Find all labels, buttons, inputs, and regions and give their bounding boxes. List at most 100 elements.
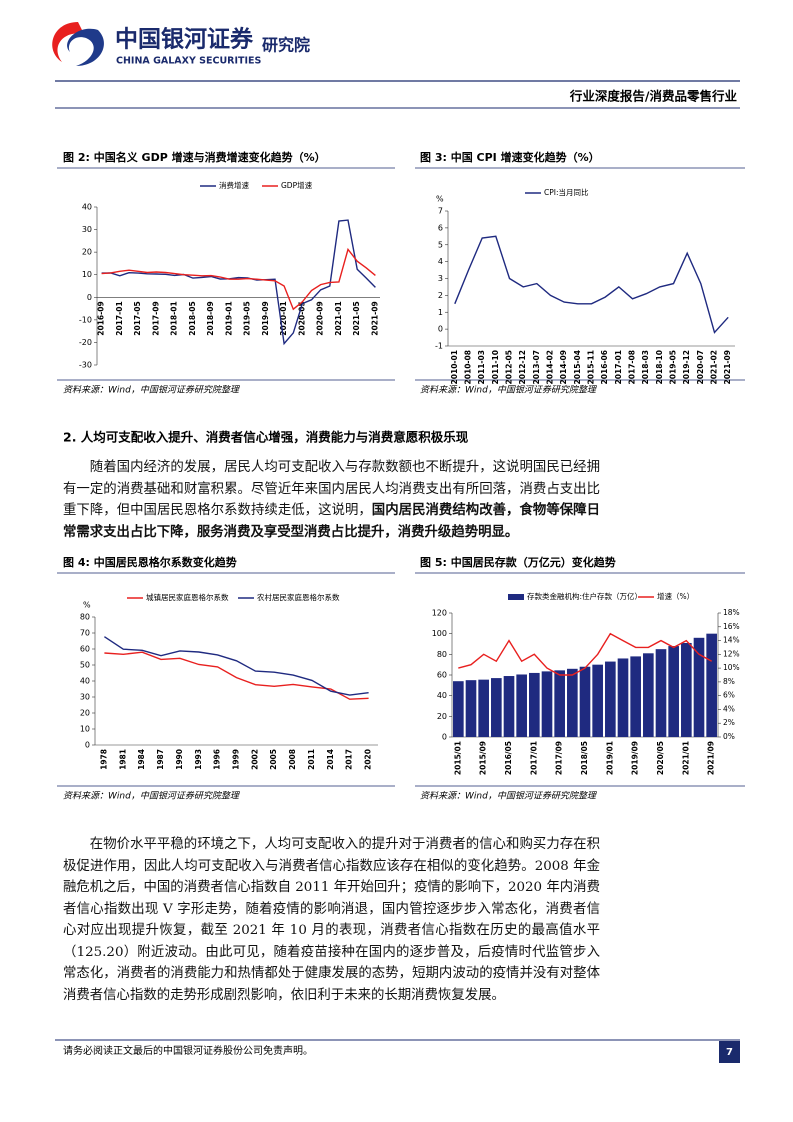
- y2-tick-label: 10%: [723, 663, 740, 672]
- x-tick-label: 2010-01: [450, 350, 459, 384]
- logo-blue: [67, 28, 104, 66]
- x-tick-label: 2021-09: [723, 350, 732, 384]
- y2-tick-label: 12%: [723, 649, 740, 658]
- line-series: [104, 651, 369, 700]
- x-tick-label: 2019-01: [224, 301, 233, 335]
- bar: [554, 670, 565, 737]
- paragraph-1: 随着国内经济的发展，居民人均可支配收入与存款数额也不断提升，这说明国民已经拥有一…: [63, 457, 600, 543]
- x-tick-label: 2019-05: [669, 350, 678, 384]
- y-tick-label: 100: [432, 629, 447, 638]
- y-tick-label: 3: [438, 274, 443, 283]
- x-tick-label: 2010-08: [464, 350, 473, 384]
- x-tick-label: 2014: [326, 749, 335, 770]
- x-tick-label: 2016-06: [600, 350, 609, 384]
- line-series: [101, 219, 376, 346]
- x-tick-label: 2017: [345, 749, 354, 770]
- bar: [617, 658, 629, 737]
- page-number: 7: [726, 1047, 733, 1058]
- x-tick-label: 2021-09: [370, 301, 379, 335]
- y-tick-label: 5: [438, 240, 443, 249]
- x-tick-label: 2019-12: [682, 350, 691, 384]
- legend-label: 农村居民家庭恩格尔系数: [257, 592, 340, 602]
- y-tick-label: 1: [438, 308, 443, 317]
- x-tick-label: 2021-02: [710, 350, 719, 384]
- x-tick-label: 2019/01: [605, 741, 614, 775]
- bar: [491, 678, 502, 737]
- bar: [643, 653, 654, 737]
- bar: [465, 680, 477, 737]
- bar: [592, 664, 603, 737]
- x-tick-label: 2016-09: [97, 301, 106, 335]
- x-tick-label: 1999: [232, 749, 241, 770]
- y-tick-label: 4: [438, 257, 443, 266]
- y-tick-label: 40: [80, 677, 90, 686]
- y-tick-label: 80: [80, 613, 90, 622]
- x-tick-label: 2005: [269, 749, 278, 770]
- y2-tick-label: 0%: [723, 732, 735, 741]
- figure-source: 资料来源：Wind，中国银河证券研究院整理: [420, 791, 598, 802]
- bar: [453, 681, 464, 737]
- logo-en: CHINA GALAXY SECURITIES: [116, 56, 262, 67]
- x-tick-label: 2021-01: [334, 301, 343, 335]
- x-tick-label: 2013-07: [532, 350, 541, 384]
- bar: [529, 672, 540, 737]
- line-series: [104, 636, 369, 696]
- x-tick-label: 2015/01: [453, 741, 462, 775]
- y2-tick-label: 4%: [723, 704, 735, 713]
- y-tick-label: 20: [82, 248, 92, 257]
- y-tick-label: 30: [82, 225, 92, 234]
- x-tick-label: 2018/05: [580, 741, 589, 775]
- bar: [681, 642, 692, 737]
- x-tick-label: 2015/09: [479, 741, 488, 775]
- x-tick-label: 1996: [213, 749, 222, 770]
- x-tick-label: 2018-10: [655, 350, 664, 384]
- logo-cn: 中国银河证券: [115, 26, 254, 53]
- bar: [579, 666, 591, 737]
- paragraph-2: 在物价水平平稳的环境之下，人均可支配收入的提升对于消费者的信心和购买力存在积极促…: [63, 837, 600, 1003]
- x-tick-label: 2021/01: [681, 741, 690, 775]
- x-tick-label: 2011: [307, 749, 316, 770]
- y2-tick-label: 16%: [723, 622, 740, 631]
- bar: [503, 676, 515, 737]
- x-tick-label: 2020: [364, 749, 373, 770]
- x-tick-label: 2014-09: [559, 350, 568, 384]
- x-tick-label: 2017-01: [614, 350, 623, 384]
- x-tick-label: 2011-10: [491, 350, 500, 384]
- x-tick-label: 2012-05: [505, 350, 514, 384]
- legend-label: GDP增速: [281, 180, 313, 190]
- x-tick-label: 2019-05: [243, 301, 252, 335]
- x-tick-label: 2008: [288, 749, 297, 770]
- y-tick-label: 60: [80, 645, 90, 654]
- y-tick-label: 2: [438, 291, 443, 300]
- x-tick-label: 2020/05: [656, 741, 665, 775]
- legend-label: 存款类金融机构:住户存款（万亿）: [527, 591, 642, 601]
- x-tick-label: 2011-03: [477, 350, 486, 384]
- y-axis-label: %: [83, 601, 91, 610]
- y-tick-label: -30: [79, 361, 92, 370]
- bar: [668, 646, 679, 737]
- x-tick-label: 2017-01: [115, 301, 124, 335]
- figure-source: 资料来源：Wind，中国银河证券研究院整理: [63, 791, 241, 802]
- text-run: 随着国内经济的发展，居民人均可支配收入与存款数额也不断提升，这说明国民已经拥有一…: [63, 460, 600, 518]
- y-tick-label: 60: [437, 671, 447, 680]
- x-tick-label: 1987: [156, 749, 165, 770]
- y-tick-label: 0: [85, 741, 90, 750]
- line-series: [458, 632, 713, 676]
- x-tick-label: 1978: [99, 749, 108, 770]
- line-series: [454, 235, 729, 334]
- figure-title: 图 3: 中国 CPI 增速变化趋势（%）: [420, 150, 600, 164]
- y-axis-label: %: [436, 195, 444, 204]
- y-tick-label: 40: [437, 691, 447, 700]
- y-tick-label: 80: [437, 650, 447, 659]
- x-tick-label: 2020-09: [316, 301, 325, 335]
- x-tick-label: 2014-02: [546, 350, 555, 384]
- x-tick-label: 2017/01: [529, 741, 538, 775]
- x-tick-label: 2018-09: [206, 301, 215, 335]
- x-tick-label: 2020-07: [696, 350, 705, 384]
- x-tick-label: 2020-01: [279, 301, 288, 335]
- x-tick-label: 2017/09: [555, 741, 564, 775]
- y-tick-label: 70: [80, 629, 90, 638]
- figure-source: 资料来源：Wind，中国银河证券研究院整理: [63, 385, 241, 396]
- y-tick-label: 40: [82, 203, 92, 212]
